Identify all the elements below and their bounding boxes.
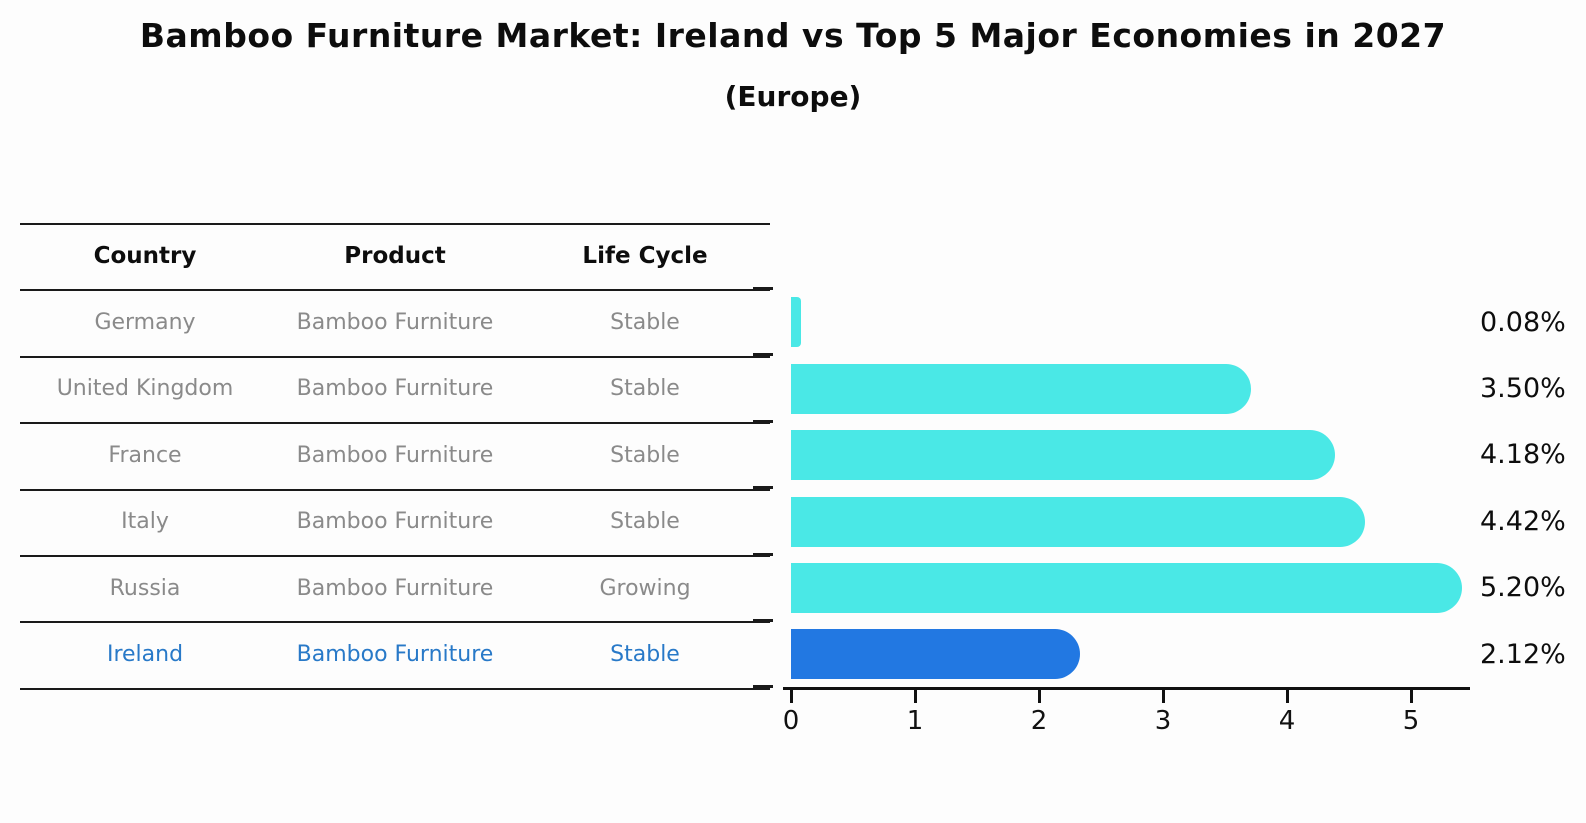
x-axis-tick-label: 3 — [1154, 706, 1172, 736]
table-header-row: Country Product Life Cycle — [20, 223, 770, 289]
x-axis-tick-label: 5 — [1402, 706, 1420, 736]
bar-value-label: 3.50% — [1480, 373, 1566, 404]
bar-france — [791, 430, 1336, 481]
chart-subtitle: (Europe) — [724, 80, 862, 113]
y-axis-tick — [753, 685, 773, 689]
y-axis-tick — [753, 419, 773, 423]
table-cell-country: Germany — [94, 310, 196, 336]
x-axis-tick-label: 4 — [1278, 706, 1296, 736]
table-row: Ireland Bamboo Furniture Stable — [20, 621, 770, 687]
x-axis-tick — [1162, 690, 1165, 703]
table-cell-life-cycle: Stable — [610, 310, 680, 336]
table-row: Russia Bamboo Furniture Growing — [20, 555, 770, 621]
y-axis-tick — [753, 486, 773, 490]
table-cell-life-cycle: Stable — [610, 442, 680, 468]
table-cell-product: Bamboo Furniture — [296, 509, 494, 535]
y-axis-tick — [753, 552, 773, 556]
table-row-separator — [20, 355, 770, 358]
bar-value-label: 4.18% — [1480, 439, 1566, 471]
table-cell-life-cycle: Stable — [610, 509, 680, 535]
table-row: Germany Bamboo Furniture Stable — [20, 289, 770, 355]
table-row: Italy Bamboo Furniture Stable — [20, 489, 770, 555]
table-cell-product: Bamboo Furniture — [296, 442, 494, 468]
x-axis-tick — [1038, 690, 1041, 703]
bar-united-kingdom — [791, 363, 1251, 414]
table-cell-product: Bamboo Furniture — [296, 376, 494, 402]
bar-value-label: 0.08% — [1480, 306, 1566, 338]
y-axis-tick — [753, 353, 773, 357]
chart-title: Bamboo Furniture Market: Ireland vs Top … — [139, 16, 1447, 55]
table-cell-country: France — [108, 442, 182, 468]
table-row-separator — [20, 621, 770, 624]
x-axis-tick-label: 2 — [1030, 706, 1048, 736]
x-axis-tick — [1410, 690, 1413, 703]
table-cell-life-cycle: Stable — [610, 376, 680, 402]
table-row: France Bamboo Furniture Stable — [20, 422, 770, 488]
table-cell-country: Italy — [121, 509, 169, 535]
bar-value-label: 2.12% — [1480, 638, 1566, 670]
table-row-separator — [20, 289, 770, 292]
table-header-product: Product — [344, 243, 446, 270]
x-axis-line — [783, 687, 1470, 690]
table-header-life-cycle: Life Cycle — [582, 243, 708, 270]
table-cell-product: Bamboo Furniture — [296, 310, 494, 336]
table-cell-life-cycle: Stable — [610, 642, 680, 668]
table-top-border — [20, 223, 770, 225]
table-cell-country: United Kingdom — [56, 376, 234, 402]
x-axis-tick-label: 0 — [782, 706, 800, 736]
table-header-country: Country — [93, 243, 197, 270]
x-axis-tick — [914, 690, 917, 703]
y-axis-tick — [753, 287, 773, 290]
table-row-separator — [20, 555, 770, 557]
bar-italy — [791, 496, 1366, 547]
table-row-separator — [20, 488, 770, 491]
y-axis-tick — [753, 619, 773, 622]
x-axis-tick — [1286, 690, 1289, 703]
bar-value-label: 4.42% — [1480, 505, 1566, 537]
table-row: United Kingdom Bamboo Furniture Stable — [20, 356, 770, 422]
x-axis-tick — [790, 690, 793, 703]
bar-value-label: 5.20% — [1480, 572, 1566, 604]
table-cell-country: Ireland — [106, 642, 184, 668]
table-cell-product: Bamboo Furniture — [296, 575, 494, 601]
table-cell-country: Russia — [109, 575, 181, 601]
table-row-separator — [20, 422, 770, 425]
table-row-separator — [20, 687, 770, 690]
table-cell-life-cycle: Growing — [599, 575, 691, 601]
bar-germany — [791, 297, 801, 348]
bar-ireland — [791, 629, 1080, 680]
table-cell-product: Bamboo Furniture — [296, 642, 494, 668]
x-axis-tick-label: 1 — [906, 706, 924, 736]
bar-russia — [791, 563, 1462, 613]
